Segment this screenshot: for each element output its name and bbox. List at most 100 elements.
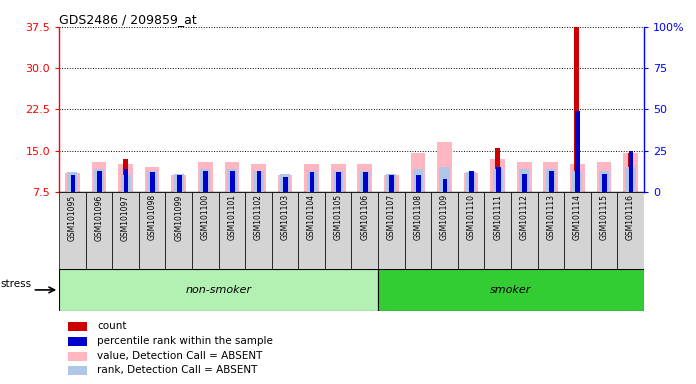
Bar [68, 172, 77, 192]
Bar [251, 164, 266, 192]
Bar [591, 192, 617, 269]
Bar [623, 154, 638, 192]
Text: GSM101095: GSM101095 [68, 194, 77, 240]
Bar [166, 192, 192, 269]
Text: GSM101098: GSM101098 [148, 194, 157, 240]
Text: GSM101103: GSM101103 [280, 194, 290, 240]
Bar [404, 192, 432, 269]
Text: non-smoker: non-smoker [186, 285, 252, 295]
Bar [626, 167, 635, 192]
Bar [177, 175, 182, 192]
Bar [271, 192, 299, 269]
Bar [496, 167, 500, 192]
Text: GSM101102: GSM101102 [254, 194, 263, 240]
Bar [378, 269, 644, 311]
Bar [150, 172, 155, 192]
Bar [363, 172, 367, 192]
Bar [491, 159, 505, 192]
Text: value, Detection Call = ABSENT: value, Detection Call = ABSENT [97, 351, 262, 361]
Bar [147, 170, 157, 192]
Bar [439, 167, 450, 192]
Bar [464, 173, 478, 192]
Bar [390, 175, 394, 192]
Bar [546, 169, 556, 192]
Bar [283, 177, 288, 192]
Bar [245, 192, 271, 269]
Bar [219, 192, 245, 269]
Bar [97, 170, 102, 192]
Bar [484, 192, 511, 269]
Bar [599, 170, 609, 192]
Bar [124, 169, 129, 192]
Bar [227, 169, 237, 192]
Bar [68, 352, 86, 361]
Text: GSM101115: GSM101115 [599, 194, 608, 240]
Bar [336, 172, 341, 192]
Text: GSM101108: GSM101108 [413, 194, 422, 240]
Bar [118, 164, 133, 192]
Text: GSM101105: GSM101105 [333, 194, 342, 240]
Bar [333, 170, 343, 192]
Bar [511, 192, 537, 269]
Text: stress: stress [0, 278, 31, 289]
Bar [564, 192, 591, 269]
Bar [59, 192, 86, 269]
Bar [572, 170, 583, 192]
Bar [112, 192, 139, 269]
Bar [411, 154, 425, 192]
Text: smoker: smoker [490, 285, 532, 295]
Bar [230, 170, 235, 192]
Bar [200, 169, 210, 192]
Bar [94, 169, 104, 192]
Bar [437, 142, 452, 192]
Text: GSM101109: GSM101109 [440, 194, 449, 240]
Bar [596, 162, 611, 192]
Bar [68, 366, 86, 376]
Bar [574, 27, 579, 192]
Bar [386, 174, 397, 192]
Bar [278, 175, 292, 192]
Bar [628, 154, 633, 192]
Bar [306, 170, 317, 192]
Text: GSM101096: GSM101096 [95, 194, 104, 240]
Bar [443, 179, 448, 192]
Bar [203, 170, 208, 192]
Text: GDS2486 / 209859_at: GDS2486 / 209859_at [59, 13, 197, 26]
Bar [192, 192, 219, 269]
Bar [139, 192, 166, 269]
Bar [257, 170, 261, 192]
Bar [299, 192, 325, 269]
Bar [145, 167, 159, 192]
Bar [171, 175, 186, 192]
Bar [65, 173, 80, 192]
Bar [120, 175, 131, 192]
Bar [351, 192, 378, 269]
Text: GSM101100: GSM101100 [201, 194, 209, 240]
Bar [384, 175, 399, 192]
Bar [68, 322, 86, 331]
Text: percentile rank within the sample: percentile rank within the sample [97, 336, 273, 346]
Bar [310, 172, 315, 192]
Bar [432, 192, 458, 269]
Bar [70, 175, 75, 192]
Bar [198, 162, 213, 192]
Text: GSM101101: GSM101101 [228, 194, 237, 240]
Bar [495, 148, 500, 192]
Bar [280, 174, 290, 192]
Text: GSM101099: GSM101099 [174, 194, 183, 240]
Bar [466, 172, 476, 192]
Bar [358, 164, 372, 192]
Bar [122, 159, 127, 192]
Text: GSM101107: GSM101107 [387, 194, 396, 240]
Bar [378, 192, 404, 269]
Bar [617, 192, 644, 269]
Text: count: count [97, 321, 127, 331]
Bar [325, 192, 351, 269]
Bar [59, 269, 378, 311]
Bar [331, 164, 345, 192]
Bar [225, 162, 239, 192]
Bar [602, 174, 607, 192]
Bar [413, 169, 423, 192]
Bar [544, 162, 558, 192]
Bar [458, 192, 484, 269]
